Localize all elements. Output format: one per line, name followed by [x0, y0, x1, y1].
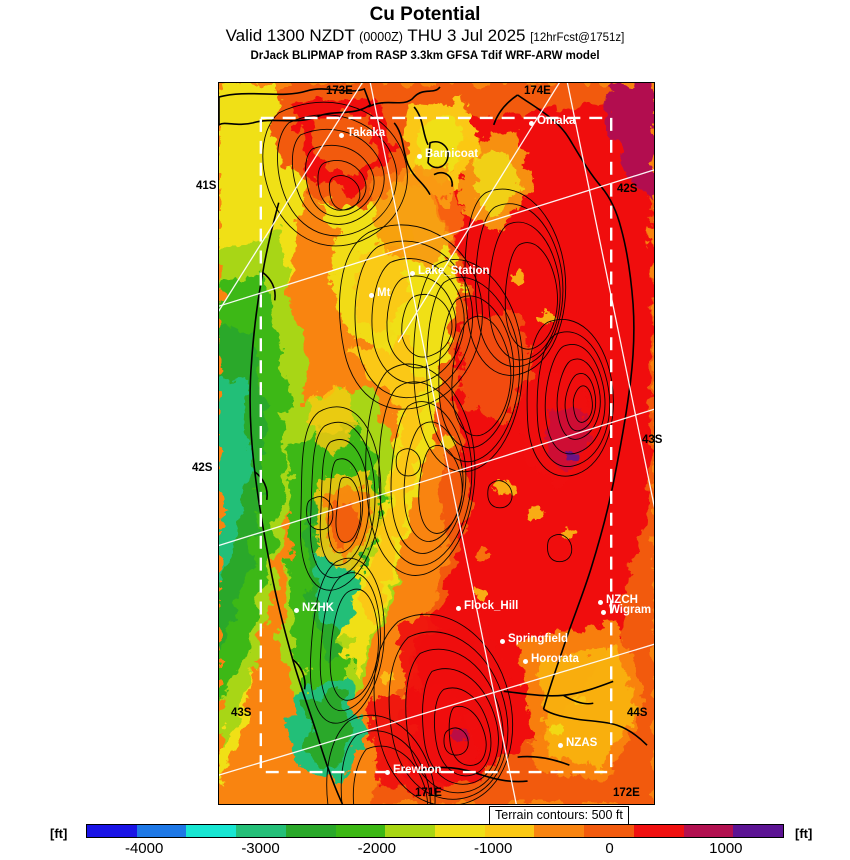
- terrain-contours-legend: Terrain contours: 500 ft: [489, 806, 629, 826]
- colorbar-tick-label: 1000: [709, 840, 743, 857]
- domain-boundary: [259, 116, 613, 774]
- colorbar-ticks: -4000 -3000 -2000 -1000 0 1000: [86, 838, 784, 858]
- colorbar-band: [484, 825, 535, 837]
- valid-time-line: Valid 1300 NZDT (0000Z) THU 3 Jul 2025 […: [0, 26, 850, 48]
- forecast-tag: [12hrFcst@1751z]: [530, 32, 625, 44]
- graticule-label-43S-inner: 43S: [231, 707, 252, 719]
- colorbar-band: [186, 825, 237, 837]
- graticule-label-171E: 171E: [415, 787, 442, 799]
- terrain-contours-label: Terrain contours: 500 ft: [495, 808, 623, 822]
- colorbar-band: [633, 825, 684, 837]
- model-description: DrJack BLIPMAP from RASP 3.3km GFSA Tdif…: [250, 50, 600, 62]
- colorbar-band: [435, 825, 485, 837]
- valid-time-utc: (0000Z): [359, 30, 403, 44]
- graticule-label-173E: 173E: [326, 85, 353, 97]
- colorbar-band: [385, 825, 436, 837]
- graticule-label-174E: 174E: [524, 85, 551, 97]
- lat-label-41S: 41S: [196, 180, 217, 192]
- lat-label-43S: 43S: [642, 434, 663, 446]
- colorbar-band: [136, 825, 187, 837]
- colorbar-tick-label: -3000: [241, 840, 280, 857]
- colorbar-tick-label: -2000: [357, 840, 397, 857]
- colorbar-band: [584, 825, 634, 837]
- valid-time-prefix: Valid 1300 NZDT: [225, 26, 355, 45]
- colorbar-tick-label: -1000: [473, 840, 513, 857]
- colorbar-band: [733, 825, 784, 837]
- colorbar-band: [335, 825, 386, 837]
- forecast-map-panel: 173E 174E 171E 172E 42S 43S 44S Takaka B…: [218, 82, 655, 805]
- page-title: Cu Potential: [369, 4, 481, 25]
- colorbar: [86, 824, 784, 838]
- graticule-label-44S-inner: 44S: [627, 707, 648, 719]
- colorbar-band: [534, 825, 585, 837]
- colorbar-section: [ft] -4000 -3000 -2000 -1000 0 1000 [ft]: [0, 824, 850, 860]
- colorbar-unit-left: [ft]: [50, 826, 68, 841]
- colorbar-unit-right: [ft]: [795, 826, 813, 841]
- lat-label-42S: 42S: [192, 462, 213, 474]
- colorbar-band: [285, 825, 336, 837]
- colorbar-band: [236, 825, 286, 837]
- graticule-label-172E: 172E: [613, 787, 640, 799]
- valid-date: THU 3 Jul 2025: [407, 26, 526, 45]
- colorbar-band: [683, 825, 734, 837]
- chart-header: Cu Potential Valid 1300 NZDT (0000Z) THU…: [0, 0, 850, 63]
- colorbar-tick-label: 0: [605, 840, 614, 857]
- colorbar-tick-label: -4000: [124, 840, 164, 857]
- colorbar-band: [87, 825, 137, 837]
- graticule-label-42S-inner: 42S: [617, 183, 638, 195]
- cu-potential-field: [219, 83, 654, 804]
